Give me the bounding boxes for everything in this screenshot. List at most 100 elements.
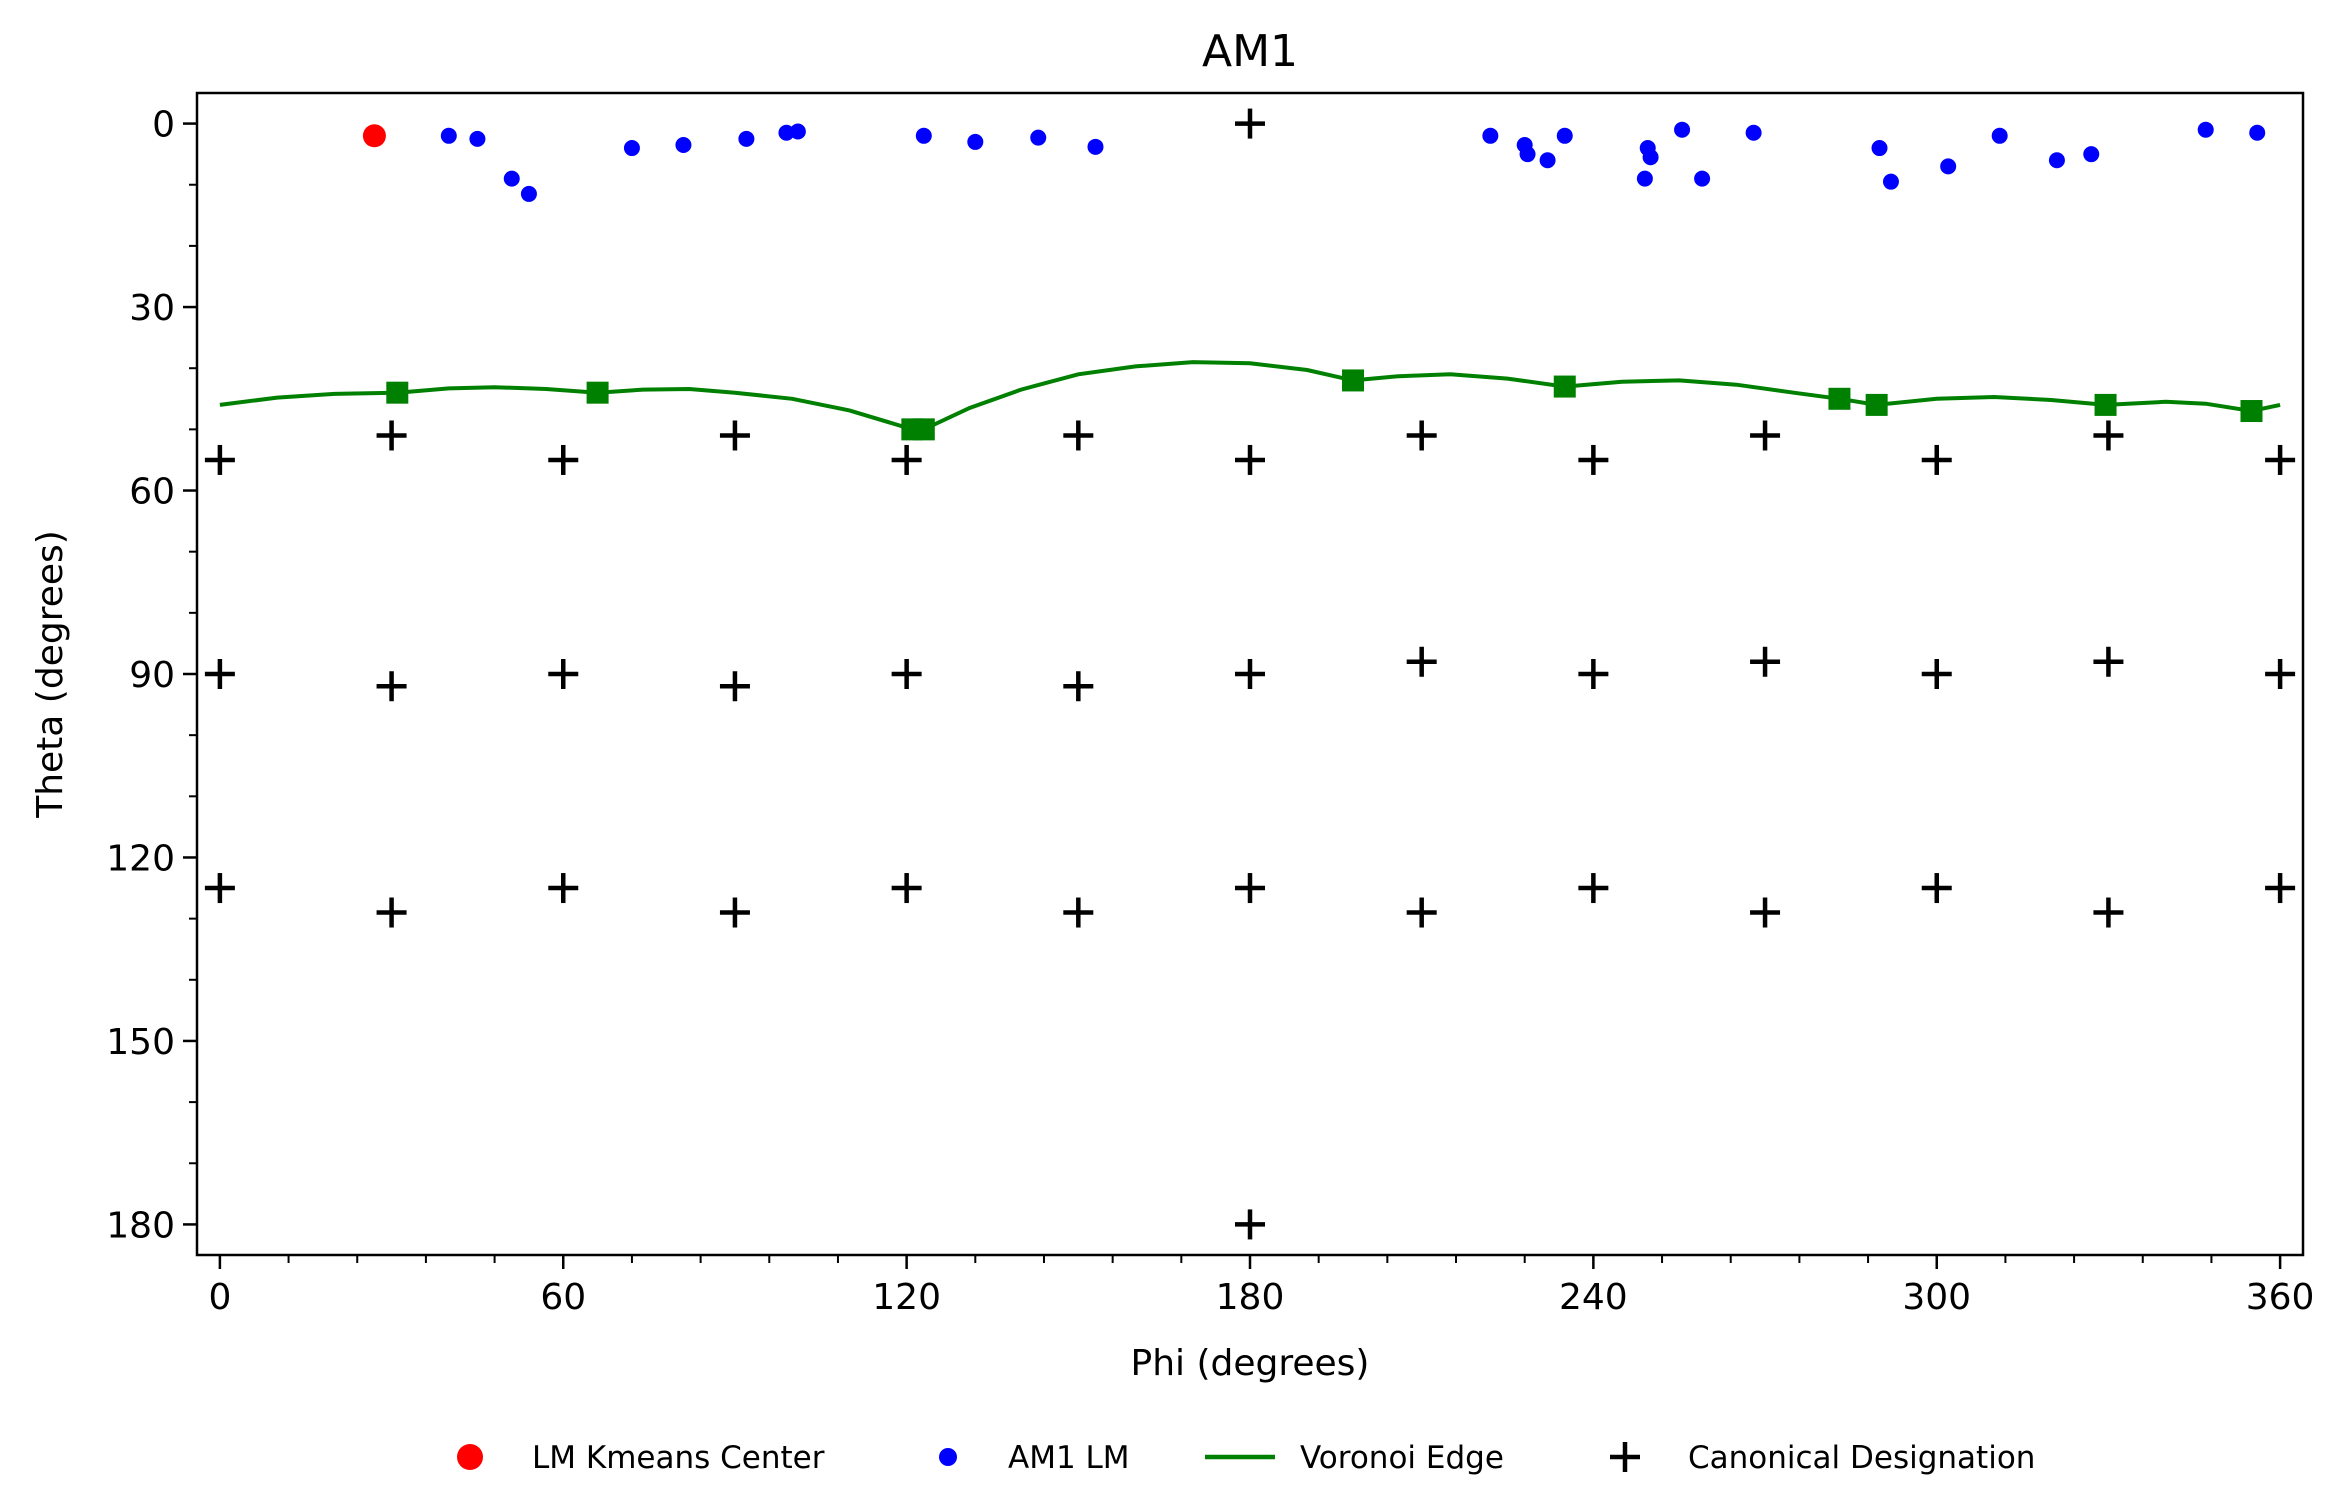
canonical-designation-marker: [1921, 444, 1952, 475]
canonical-designation-marker: [891, 659, 922, 689]
voronoi-edge-marker: [1342, 369, 1365, 392]
canonical-designation-marker: [2265, 659, 2296, 689]
canonical-designation-marker: [2093, 420, 2124, 451]
canonical-designation-marker: [548, 659, 579, 689]
legend: LM Kmeans Center AM1 LM Voronoi Edge Canoni…: [457, 1440, 2035, 1476]
x-tick-label: 300: [1902, 1277, 1971, 1318]
x-tick-label: 240: [1559, 1277, 1628, 1318]
voronoi-edge-marker: [586, 381, 609, 404]
canonical-designation-marker: [1235, 108, 1265, 139]
x-tick-label: 360: [2246, 1277, 2315, 1318]
legend-item: AM1 LM: [939, 1440, 1130, 1476]
voronoi-edge-marker: [2240, 400, 2263, 423]
am1-lm-point: [1882, 173, 1899, 190]
canonical-designation-marker: [2265, 444, 2296, 475]
x-axis-label: Phi (degrees): [1131, 1343, 1370, 1384]
legend-item: LM Kmeans Center: [457, 1440, 825, 1476]
canonical-designation-marker: [1578, 444, 1609, 475]
voronoi-edge-marker: [1865, 393, 1888, 416]
am1-lm-point: [915, 127, 932, 144]
legend-item: Canonical Designation: [1610, 1440, 2035, 1476]
legend-marker: [1610, 1442, 1640, 1472]
canonical-designation-marker: [1406, 646, 1437, 677]
canonical-designation-marker: [2265, 873, 2296, 904]
am1-lm-point: [1087, 138, 1104, 155]
canonical-designation-marker: [1406, 897, 1437, 928]
axes: 0 60 120 180 240 300 360 0 30 60 90 120 150 180: [106, 105, 2314, 1318]
canonical-designation-marker: [1235, 873, 1265, 904]
canonical-designation-marker: [719, 420, 750, 451]
am1-lm-point: [1556, 127, 1573, 144]
am1-lm-point: [675, 136, 692, 153]
am1-lm-point: [2083, 146, 2100, 163]
canonical-designation-marker: [719, 671, 750, 702]
am1-lm-point: [520, 185, 537, 202]
canonical-designation-marker: [1921, 873, 1952, 904]
voronoi-edge-marker: [912, 418, 935, 441]
x-tick-label: 120: [872, 1277, 941, 1318]
canonical-designation-marker: [1750, 897, 1781, 928]
canonical-designation-marker: [891, 444, 922, 475]
am1-lm-point: [1519, 146, 1536, 163]
canonical-designation-marker: [548, 444, 579, 475]
am1-lm-point: [967, 133, 984, 150]
voronoi-edge-marker: [2094, 393, 2117, 416]
canonical-designation-marker: [204, 659, 235, 689]
am1-lm-point: [1636, 170, 1653, 187]
y-tick-label: 60: [129, 472, 175, 513]
voronoi-edge-marker: [1828, 387, 1851, 410]
am1-lm-point: [623, 140, 640, 157]
am1-lm-point: [2249, 124, 2266, 141]
am1-lm-point: [1694, 170, 1711, 187]
y-tick-label: 150: [106, 1022, 175, 1063]
am1-lm-point: [2197, 121, 2214, 138]
am1-lm-point: [1871, 140, 1888, 157]
voronoi-edge-marker: [1553, 375, 1576, 398]
am1-lm-point: [789, 123, 806, 140]
am1-lm-point: [503, 170, 520, 187]
canonical-designation-marker: [376, 897, 407, 928]
plot-area: [204, 108, 2296, 1240]
canonical-designation-marker: [1063, 671, 1094, 702]
y-tick-label: 30: [129, 288, 175, 329]
canonical-designation-marker: [1235, 1209, 1265, 1240]
legend-label: Canonical Designation: [1688, 1440, 2035, 1476]
legend-item: Voronoi Edge: [1205, 1440, 1504, 1476]
canonical-designation-marker: [1921, 659, 1952, 689]
canonical-designation-marker: [2093, 897, 2124, 928]
legend-label: AM1 LM: [1008, 1440, 1130, 1476]
y-tick-label: 120: [106, 838, 175, 879]
canonical-designation-marker: [719, 897, 750, 928]
canonical-designation-marker: [204, 873, 235, 904]
legend-label: LM Kmeans Center: [532, 1440, 825, 1476]
canonical-designation-marker: [1750, 646, 1781, 677]
x-tick-label: 180: [1216, 1277, 1285, 1318]
am1-lm-point: [1991, 127, 2008, 144]
canonical-designation-marker: [376, 420, 407, 451]
x-tick-label: 0: [208, 1277, 231, 1318]
am1-lm-point: [1482, 127, 1499, 144]
y-tick-label: 90: [129, 655, 175, 696]
y-tick-label: 180: [106, 1205, 175, 1246]
canonical-designation-marker: [376, 671, 407, 702]
canonical-designation-marker: [1578, 659, 1609, 689]
am1-lm-point: [440, 127, 457, 144]
chart-title: AM1: [1202, 26, 1298, 77]
legend-marker: [457, 1444, 483, 1470]
am1-lm-point: [1539, 152, 1556, 169]
canonical-designation-marker: [1063, 420, 1094, 451]
am1-lm-point: [1642, 149, 1659, 166]
y-axis-label: Theta (degrees): [30, 530, 71, 819]
am1-lm-point: [2048, 152, 2065, 169]
canonical-designation-marker: [891, 873, 922, 904]
canonical-designation-marker: [1235, 444, 1265, 475]
legend-label: Voronoi Edge: [1300, 1440, 1504, 1476]
canonical-designation-marker: [548, 873, 579, 904]
canonical-designation-marker: [1235, 659, 1265, 689]
am1-lm-point: [738, 130, 755, 147]
voronoi-edge-line: [219, 360, 2281, 432]
canonical-designation-marker: [1578, 873, 1609, 904]
canonical-designation-marker: [1750, 420, 1781, 451]
legend-marker: [939, 1448, 957, 1466]
